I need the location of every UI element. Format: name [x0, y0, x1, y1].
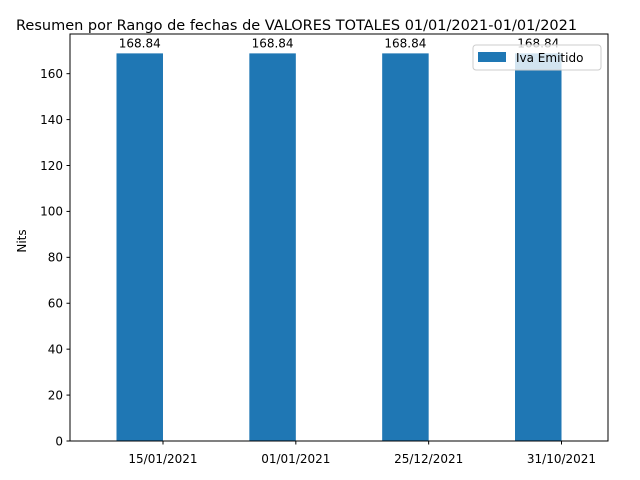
chart-title: Resumen por Rango de fechas de VALORES T… [16, 18, 577, 34]
y-tick-label-0: 0 [55, 434, 63, 448]
y-tick-label-6: 120 [40, 159, 63, 173]
x-tick-label-1: 01/01/2021 [261, 452, 330, 466]
plot-frame [69, 33, 609, 442]
y-tick-label-5: 100 [40, 205, 63, 219]
y-tick-label-4: 80 [48, 251, 63, 265]
x-tick-label-3: 31/10/2021 [527, 452, 596, 466]
x-tick-label-2: 25/12/2021 [394, 452, 463, 466]
legend-box [472, 44, 602, 71]
x-axis-ticks: 15/01/2021 01/01/2021 25/12/2021 31/10/2021 [128, 441, 596, 466]
bar-3 [515, 53, 562, 441]
data-label-0: 168.84 [119, 36, 161, 50]
data-label-1: 168.84 [252, 36, 294, 50]
legend-entry-label: Iva Emitido [516, 51, 583, 65]
y-tick-label-8: 160 [40, 67, 63, 81]
bar-2 [382, 53, 429, 441]
legend: Iva Emitido [472, 44, 602, 71]
bar-1 [249, 53, 296, 441]
y-tick-label-2: 40 [48, 342, 63, 356]
y-tick-label-3: 60 [48, 297, 63, 311]
y-tick-label-7: 140 [40, 113, 63, 127]
legend-swatch [478, 52, 506, 62]
x-tick-label-0: 15/01/2021 [128, 452, 197, 466]
y-axis-ticks: 0 20 40 60 80 100 120 140 160 [40, 67, 70, 448]
y-tick-label-1: 20 [48, 388, 63, 402]
data-label-2: 168.84 [384, 36, 426, 50]
bars-layer [116, 53, 562, 441]
bar-0 [116, 53, 163, 441]
y-axis-label: Nits [15, 229, 29, 252]
